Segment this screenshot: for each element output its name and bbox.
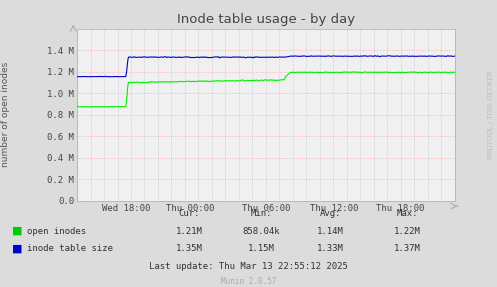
Text: number of open inodes: number of open inodes (1, 62, 10, 167)
Text: Max:: Max: (397, 209, 418, 218)
Text: 858.04k: 858.04k (242, 226, 280, 236)
Text: Avg:: Avg: (320, 209, 341, 218)
Text: inode table size: inode table size (27, 244, 113, 253)
Text: 1.21M: 1.21M (175, 226, 202, 236)
Text: RRDTOOL / TOBI OETIKER: RRDTOOL / TOBI OETIKER (488, 70, 494, 159)
Text: ■: ■ (12, 243, 23, 253)
Text: ■: ■ (12, 226, 23, 236)
Text: 1.22M: 1.22M (394, 226, 421, 236)
Text: 1.14M: 1.14M (317, 226, 344, 236)
Text: 1.37M: 1.37M (394, 244, 421, 253)
Title: Inode table usage - by day: Inode table usage - by day (177, 13, 355, 26)
Text: 1.35M: 1.35M (175, 244, 202, 253)
Text: Munin 2.0.57: Munin 2.0.57 (221, 277, 276, 286)
Text: 1.15M: 1.15M (248, 244, 274, 253)
Text: Cur:: Cur: (178, 209, 200, 218)
Text: Last update: Thu Mar 13 22:55:12 2025: Last update: Thu Mar 13 22:55:12 2025 (149, 262, 348, 271)
Text: 1.33M: 1.33M (317, 244, 344, 253)
Text: open inodes: open inodes (27, 226, 86, 236)
Text: Min:: Min: (250, 209, 272, 218)
